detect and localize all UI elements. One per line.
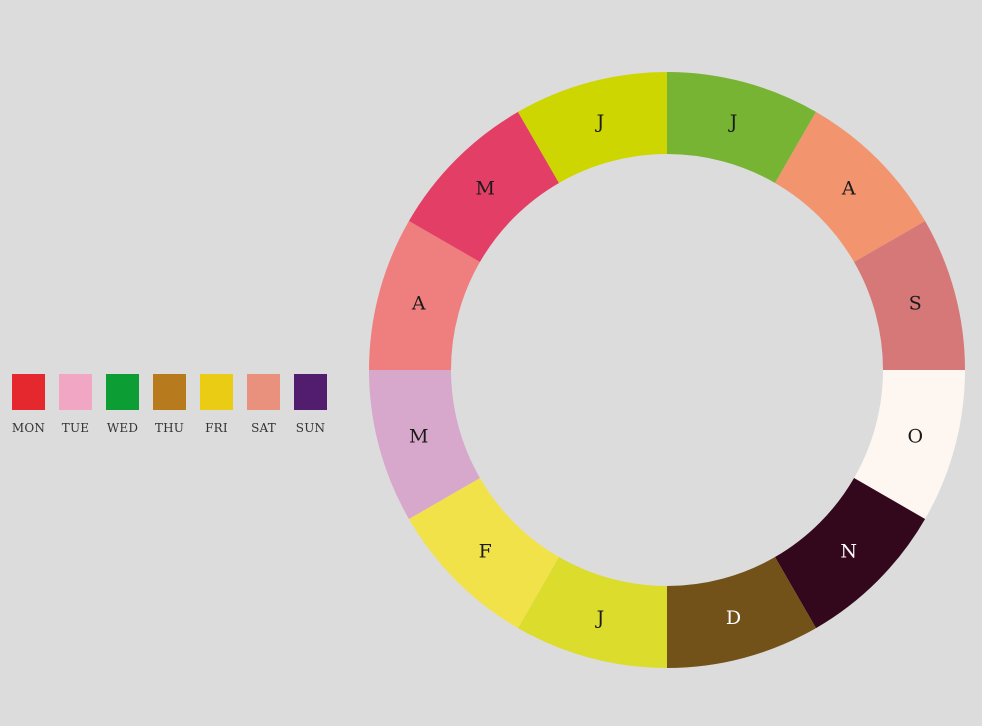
month-label: O [907,426,923,448]
weekday-legend: MON TUE WED THU FRI SAT SUN [12,374,327,435]
legend-swatch [247,374,280,410]
wheel-segment [369,370,480,519]
legend-swatch [106,374,139,410]
month-label: F [479,541,492,563]
month-label: N [840,541,857,563]
wheel-segment [775,478,926,629]
wheel-segment [369,221,480,370]
legend-label: SAT [251,421,276,435]
month-label: S [909,292,922,314]
wheel-segment [775,111,926,262]
legend-swatch [153,374,186,410]
wheel-segment [518,557,667,668]
legend-item: TUE [59,374,92,435]
wheel-segment [667,72,816,183]
legend-swatch [200,374,233,410]
wheel-segment [408,478,559,629]
month-label: A [841,177,856,199]
legend-item: FRI [200,374,233,435]
legend-label: FRI [205,421,228,435]
legend-label: TUE [61,421,90,435]
month-label: A [411,292,426,314]
legend-swatch [12,374,45,410]
month-label: J [595,607,605,629]
legend-label: WED [106,421,139,435]
wheel-segment [667,557,816,668]
legend-item: SAT [247,374,280,435]
legend-label: SUN [295,421,326,435]
legend-item: WED [106,374,139,435]
legend-label: MON [11,421,46,435]
wheel-segment [854,370,965,519]
month-label: J [728,111,738,133]
month-label: M [409,426,428,448]
legend-label: THU [154,421,185,435]
wheel-segment [408,111,559,262]
wheel-segment [518,72,667,183]
legend-swatch [294,374,327,410]
month-label: J [595,111,605,133]
month-label: M [476,177,495,199]
legend-swatch [59,374,92,410]
month-label: D [726,607,741,629]
legend-item: THU [153,374,186,435]
legend-item: SUN [294,374,327,435]
wheel-segment [854,221,965,370]
legend-item: MON [12,374,45,435]
